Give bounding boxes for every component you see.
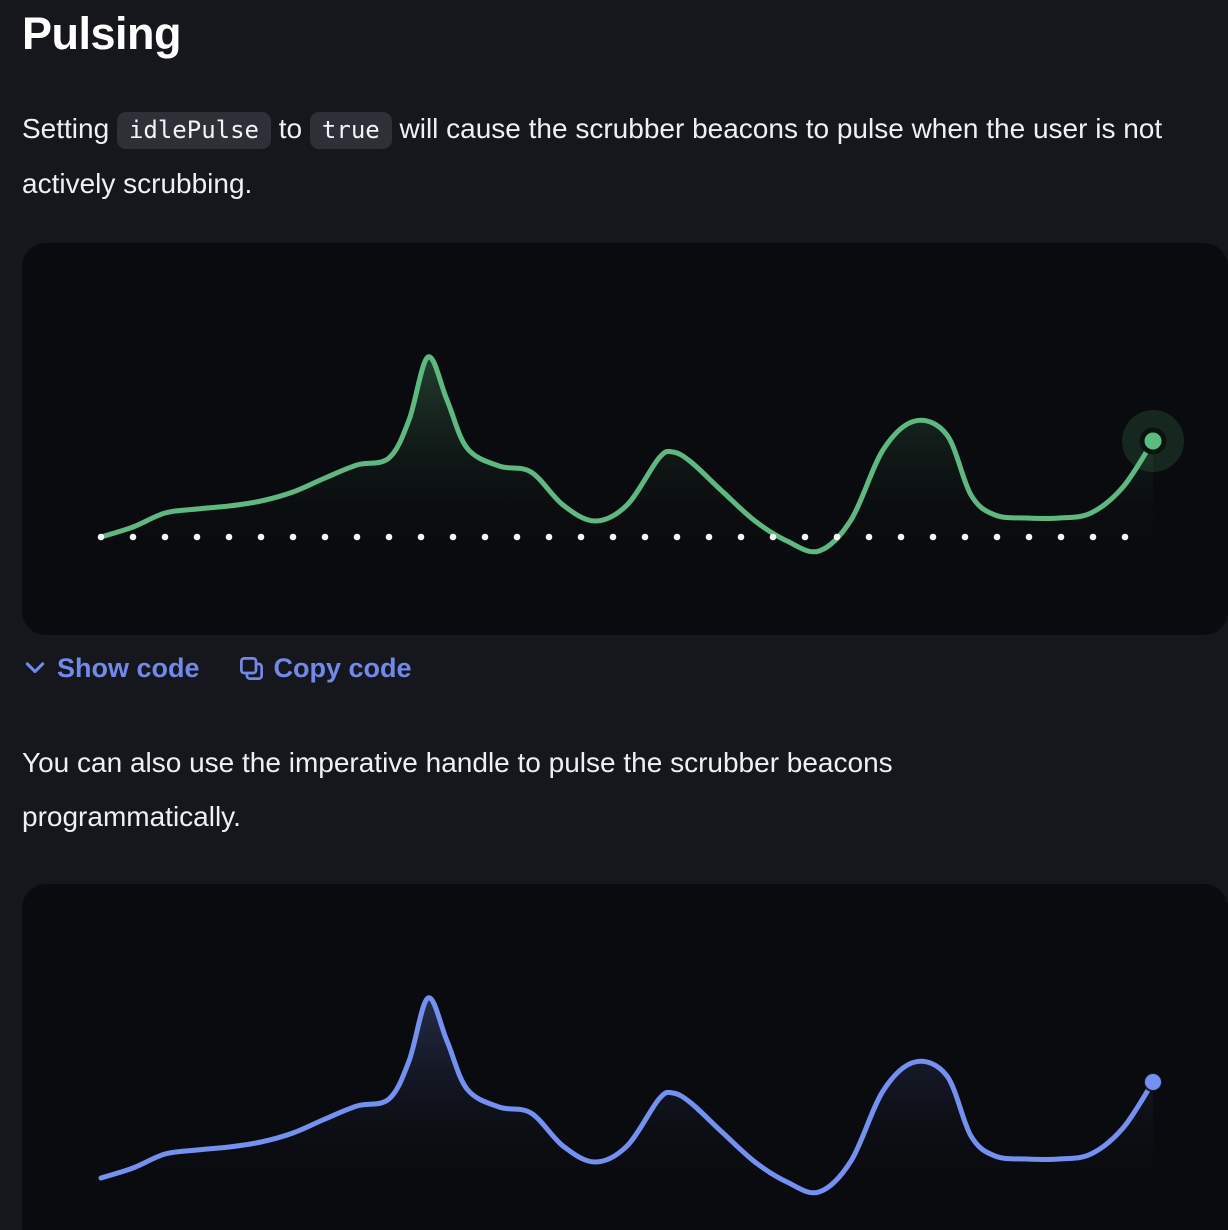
beacon-dot: [1089, 533, 1097, 541]
beacon-dot: [289, 533, 297, 541]
beacon-dot: [513, 533, 521, 541]
copy-code-button[interactable]: Copy code: [238, 651, 412, 686]
beacon-dot: [705, 533, 713, 541]
beacon-dot: [417, 533, 425, 541]
inline-code-true: true: [309, 111, 392, 149]
beacon-dot: [1121, 533, 1129, 541]
inline-code-idlepulse: idlePulse: [116, 111, 271, 149]
beacon-dot: [577, 533, 585, 541]
beacon-dot: [385, 533, 393, 541]
beacon-dot: [801, 533, 809, 541]
intro-text-after: will cause the scrubber beacons to pulse…: [22, 112, 1163, 199]
beacon-dot: [673, 533, 681, 541]
beacon-dot: [1057, 533, 1065, 541]
scrubber-chart-blue[interactable]: [22, 884, 1228, 1230]
beacon-dot: [865, 533, 873, 541]
chevron-down-icon: [22, 655, 48, 681]
copy-code-label: Copy code: [273, 652, 412, 683]
show-code-label: Show code: [57, 652, 200, 683]
beacon-dot: [609, 533, 617, 541]
beacon-dot: [353, 533, 361, 541]
beacon-dot: [545, 533, 553, 541]
copy-icon: [238, 655, 265, 682]
demo-panel-imperative: [22, 883, 1228, 1230]
beacon-dot: [449, 533, 457, 541]
page-title: Pulsing: [22, 8, 182, 59]
beacon-dot: [961, 533, 969, 541]
beacon-dot: [993, 533, 1001, 541]
beacon-dot: [897, 533, 905, 541]
beacon-dot: [225, 533, 233, 541]
beacon-dot: [929, 533, 937, 541]
beacon-dot: [737, 533, 745, 541]
beacon-dot: [161, 533, 169, 541]
beacon-dot: [321, 533, 329, 541]
beacon-dot: [129, 533, 137, 541]
intro-paragraph: Setting idlePulse to true will cause the…: [22, 102, 1212, 211]
beacon-dot: [769, 533, 777, 541]
beacon-dot: [193, 533, 201, 541]
intro-text-before: Setting: [22, 112, 117, 144]
code-actions-row: Show code Copy code: [22, 651, 1228, 686]
demo-panel-idle-pulse: [22, 242, 1228, 635]
imperative-paragraph: You can also use the imperative handle t…: [22, 746, 893, 832]
beacon-dot: [97, 533, 105, 541]
intro-text-mid: to: [271, 112, 310, 144]
beacon-dot: [641, 533, 649, 541]
beacon-dot: [1025, 533, 1033, 541]
beacon-dot: [257, 533, 265, 541]
scrubber-chart-green[interactable]: [22, 243, 1228, 635]
beacon-dot: [481, 533, 489, 541]
beacon-dot: [833, 533, 841, 541]
show-code-button[interactable]: Show code: [22, 651, 200, 686]
